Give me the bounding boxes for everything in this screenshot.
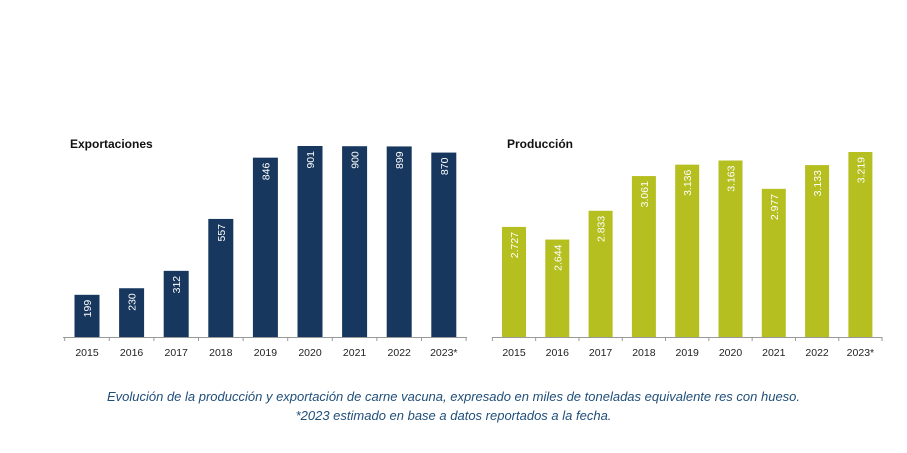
exportaciones-tick-label: 2021 [343, 347, 367, 359]
produccion-bar-2017 [588, 210, 613, 337]
exportaciones-bar-2023* [431, 152, 457, 337]
caption-line-1: Evolución de la producción y exportación… [106, 389, 801, 404]
produccion-value-label: 2.977 [769, 194, 781, 220]
exportaciones-bar-2020 [297, 146, 323, 337]
produccion-bar-2018 [631, 176, 656, 337]
exportaciones-tick-label: 2023* [430, 347, 457, 359]
exportaciones-value-label: 846 [260, 163, 272, 181]
produccion-value-label: 2.833 [596, 216, 608, 242]
produccion-value-label: 2.727 [509, 232, 521, 258]
produccion-tick-label: 2017 [589, 347, 613, 359]
produccion-tick-label: 2020 [719, 347, 743, 359]
produccion-value-label: 3.163 [726, 165, 738, 191]
exportaciones-value-label: 199 [82, 300, 94, 318]
produccion-title: Producción [507, 137, 573, 151]
produccion-bar-2015 [502, 226, 526, 337]
exportaciones-value-label: 900 [350, 151, 362, 169]
exportaciones-tick-label: 2017 [165, 347, 189, 359]
produccion-tick-label: 2018 [632, 347, 656, 359]
exportaciones-tick-label: 2019 [254, 347, 278, 359]
exportaciones-value-label: 230 [127, 293, 139, 311]
produccion-value-label: 2.644 [552, 244, 564, 270]
exportaciones-value-label: 899 [394, 151, 406, 169]
exportaciones-tick-label: 2022 [388, 347, 412, 359]
exportaciones-bar-2021 [342, 146, 368, 337]
exportaciones-bar-2019 [252, 157, 278, 337]
exportaciones-title: Exportaciones [70, 137, 153, 151]
produccion-tick-label: 2019 [676, 347, 700, 359]
produccion-tick-label: 2016 [546, 347, 570, 359]
produccion-bar-2016 [545, 239, 570, 337]
exportaciones-value-label: 870 [439, 157, 451, 175]
produccion-value-label: 3.136 [682, 169, 694, 195]
produccion-tick-label: 2022 [805, 347, 829, 359]
exportaciones-bar-2022 [386, 146, 412, 337]
produccion-bar-2021 [761, 188, 786, 337]
produccion-tick-label: 2015 [502, 347, 526, 359]
exportaciones-bar-2017 [163, 270, 189, 337]
exportaciones-bar-2016 [119, 288, 145, 337]
exportaciones-tick-label: 2018 [209, 347, 233, 359]
produccion-value-label: 3.219 [855, 157, 867, 183]
produccion-tick-label: 2023* [847, 347, 874, 359]
caption-line-2: *2023 estimado en base a datos reportado… [295, 408, 612, 423]
produccion-value-label: 3.061 [639, 181, 651, 207]
exportaciones-value-label: 901 [305, 151, 317, 169]
exportaciones-bar-2018 [208, 218, 234, 337]
exportaciones-value-label: 312 [171, 276, 183, 294]
produccion-bar-2022 [805, 165, 830, 337]
produccion-tick-label: 2021 [762, 347, 786, 359]
exportaciones-tick-label: 2015 [75, 347, 99, 359]
produccion-value-label: 3.133 [812, 170, 824, 196]
exportaciones-tick-label: 2020 [298, 347, 322, 359]
exportaciones-value-label: 557 [216, 224, 228, 242]
produccion-bar-2023* [848, 152, 873, 337]
exportaciones-bar-2015 [74, 294, 100, 337]
produccion-bar-2020 [718, 160, 743, 337]
produccion-bar-2019 [675, 164, 700, 337]
exportaciones-tick-label: 2016 [120, 347, 144, 359]
